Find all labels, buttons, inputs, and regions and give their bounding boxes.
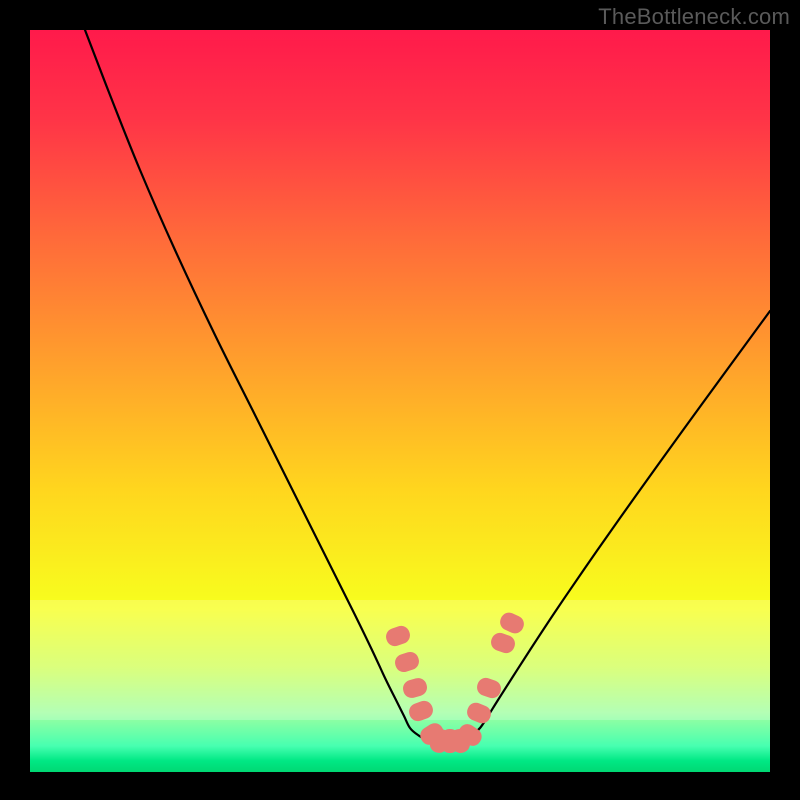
bottleneck-curve-chart — [0, 0, 800, 800]
watermark-text: TheBottleneck.com — [598, 4, 790, 30]
